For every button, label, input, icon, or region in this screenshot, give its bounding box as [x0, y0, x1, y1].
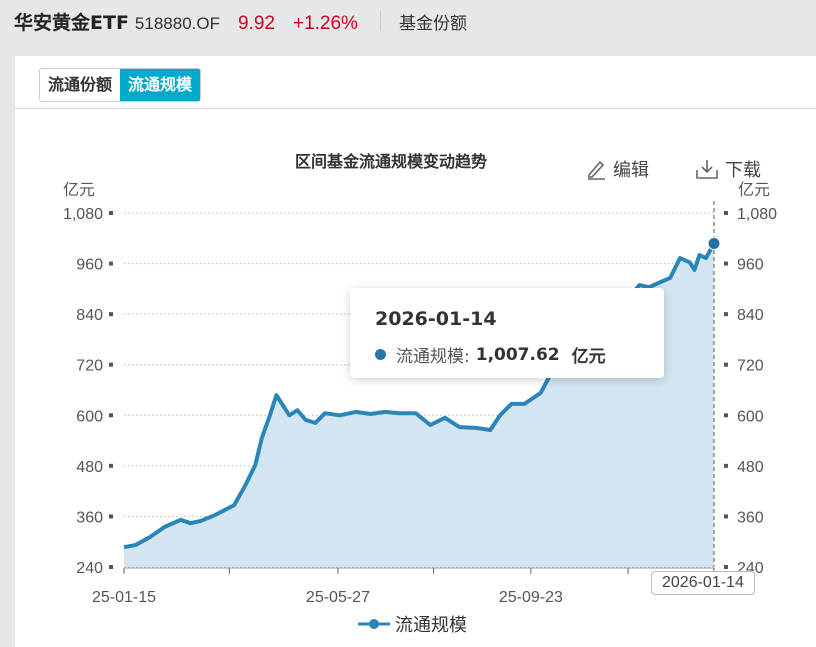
fund-price: 9.92 — [237, 13, 275, 34]
legend-line-icon — [358, 619, 390, 629]
series-line — [123, 242, 716, 550]
y-tick-label-left: 360 — [76, 509, 103, 526]
tab-circulating-scale[interactable]: 流通规模 — [120, 69, 201, 101]
y-tick-label-right: 1,080 — [737, 206, 777, 223]
y-tick-mark — [724, 463, 728, 468]
download-button[interactable]: 下载 — [695, 156, 761, 182]
tooltip-series: 流通规模: — [396, 347, 470, 367]
y-tick-mark — [724, 211, 728, 215]
y-tick-mark — [724, 261, 728, 266]
fund-name: 华安黄金ETF — [14, 12, 129, 34]
chart-title: 区间基金流通规模变动趋势 — [295, 152, 488, 171]
pencil-icon — [588, 160, 605, 180]
y-tick-label-left: 1,080 — [63, 206, 103, 223]
x-tick-label: 25-09-23 — [499, 589, 563, 606]
y-tick-mark — [109, 362, 113, 367]
divider — [379, 11, 381, 31]
y-tick-mark — [724, 514, 728, 519]
y-tick-mark — [724, 312, 728, 317]
fund-shares-link[interactable]: 基金份额 — [398, 14, 467, 34]
y-tick-label-right: 960 — [737, 257, 764, 274]
x-tick-label: 25-01-15 — [92, 589, 156, 606]
divider — [15, 108, 816, 109]
x-tick-label: 25-05-27 — [306, 589, 370, 606]
y-tick-label-right: 720 — [737, 358, 764, 375]
tooltip-value: 1,007.62 — [475, 344, 560, 365]
y-tick-label-left: 480 — [76, 459, 103, 476]
tooltip-unit: 亿元 — [571, 347, 606, 367]
highlight-point — [707, 237, 721, 251]
y-tick-label-right: 840 — [737, 307, 764, 324]
y-tick-label-left: 240 — [76, 560, 103, 577]
download-icon — [696, 160, 718, 179]
y-tick-mark — [724, 565, 728, 569]
y-tick-label-right: 600 — [737, 408, 764, 425]
y-tick-mark — [109, 565, 113, 569]
legend-item[interactable]: 流通规模 — [357, 611, 467, 637]
y-tick-label-left: 960 — [76, 257, 103, 274]
y-tick-mark — [109, 463, 113, 468]
tab-group: 流通份额 流通规模 — [39, 68, 202, 102]
y-tick-label-right: 360 — [737, 509, 764, 526]
fund-header: 华安黄金ETF 518880.OF 9.92 +1.26% 基金份额 — [14, 8, 467, 34]
y-tick-mark — [109, 514, 113, 519]
y-axis-unit-right: 亿元 — [738, 181, 770, 199]
y-tick-label-left: 600 — [76, 408, 103, 425]
edit-label: 编辑 — [613, 160, 649, 181]
y-tick-mark — [724, 362, 728, 367]
y-tick-mark — [109, 261, 113, 266]
y-tick-label-right: 480 — [737, 459, 764, 476]
y-tick-label-left: 720 — [76, 358, 103, 375]
legend-label: 流通规模 — [395, 615, 467, 636]
tooltip: 2026-01-14 流通规模: 1,007.62 亿元 — [350, 288, 664, 378]
series-dot-icon — [375, 349, 386, 360]
tooltip-row: 流通规模: 1,007.62 亿元 — [375, 342, 606, 367]
download-label: 下载 — [725, 160, 761, 181]
tooltip-date: 2026-01-14 — [375, 308, 497, 330]
edit-button[interactable]: 编辑 — [585, 156, 649, 182]
y-tick-label-left: 840 — [76, 307, 103, 324]
fund-code: 518880.OF — [134, 14, 220, 33]
y-axis-unit-left: 亿元 — [63, 181, 95, 199]
crosshair-x-label: 2026-01-14 — [651, 571, 755, 595]
chart-card: 流通份额 流通规模 区间基金流通规模变动趋势 编辑 下载 亿元 亿元 240 24… — [15, 56, 816, 647]
tab-circulating-shares[interactable]: 流通份额 — [48, 75, 113, 94]
y-tick-mark — [109, 211, 113, 215]
y-tick-mark — [109, 312, 113, 317]
y-tick-mark — [109, 413, 113, 418]
fund-change: +1.26% — [292, 13, 358, 34]
y-tick-mark — [724, 413, 728, 418]
